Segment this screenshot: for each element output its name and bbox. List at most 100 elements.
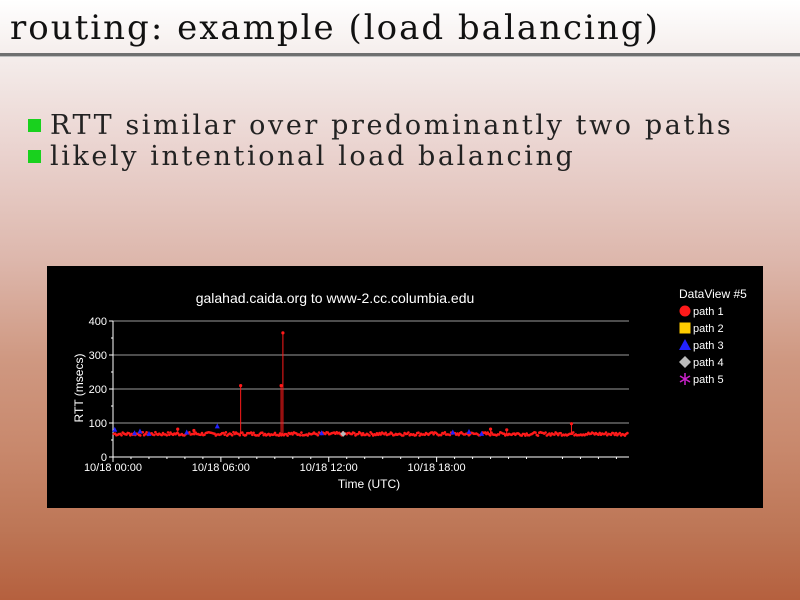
chart-axes: 0 100 200 300 400 10/18 00:00 10/18 06:00 10/18… (84, 316, 629, 474)
path1-point (384, 431, 388, 435)
y-tick-label: 300 (89, 350, 107, 362)
path1-point (238, 433, 242, 437)
legend-label: path 5 (693, 374, 724, 386)
path1-point (432, 433, 435, 436)
path1-point (316, 433, 320, 437)
path1-point (127, 432, 131, 435)
path1-point (497, 433, 501, 436)
legend-diamond-icon (679, 356, 691, 368)
legend-triangle-icon (679, 339, 691, 350)
path1-point (249, 431, 253, 434)
path1-point (598, 431, 601, 435)
bullet-text: likely intentional load balancing (50, 141, 576, 172)
path1-point (549, 434, 552, 437)
bullet-text: RTT similar over predominantly two paths (50, 110, 734, 141)
slide-title: routing: example (load balancing) (10, 8, 660, 48)
path3-point (479, 430, 485, 436)
path1-point (536, 434, 540, 437)
x-tick-label: 10/18 12:00 (300, 462, 358, 474)
legend-label: path 4 (693, 357, 724, 369)
path1-point (251, 433, 254, 437)
chart-title: galahad.caida.org to www-2.cc.columbia.e… (196, 290, 475, 306)
path1-point (443, 431, 447, 434)
path1-point (145, 431, 148, 434)
path1-point (223, 433, 226, 436)
path1-spike-point (279, 384, 283, 388)
path1-point (368, 434, 371, 437)
legend-label: path 1 (693, 306, 724, 318)
path3-point (450, 429, 456, 435)
path1-point (120, 434, 123, 437)
chart-grid (113, 320, 629, 424)
path3-point (184, 429, 190, 435)
bullet-item: likely intentional load balancing (28, 141, 733, 172)
path3-point (214, 423, 220, 429)
path1-spike-point (176, 427, 180, 431)
path3-point (132, 430, 138, 436)
y-tick-label: 200 (89, 384, 107, 396)
path1-point (609, 433, 613, 437)
legend-asterisk-icon (679, 373, 691, 385)
path1-point (597, 433, 600, 436)
path1-point (604, 431, 608, 434)
path1-point (431, 431, 434, 434)
path1-point (152, 433, 156, 437)
chart-data-points (112, 331, 629, 437)
path1-spike-point (505, 428, 509, 432)
path1-point (572, 431, 575, 434)
legend-title: DataView #5 (679, 287, 747, 301)
path1-point (544, 431, 547, 434)
path1-spike-point (192, 428, 196, 433)
path1-point (166, 431, 170, 434)
chart-x-axis-label: Time (UTC) (338, 477, 400, 491)
legend-label: path 3 (693, 340, 724, 352)
path1-point (614, 431, 618, 435)
path1-point (407, 431, 410, 434)
path1-point (165, 434, 169, 437)
chart-legend: DataView #5 path 1 path 2 path 3 path 4 path… (679, 287, 747, 386)
path3-point (112, 426, 118, 432)
path1-spike-point (281, 331, 285, 335)
path1-point (439, 433, 443, 437)
bullet-list: RTT similar over predominantly two paths… (28, 110, 733, 172)
path3-point (137, 428, 143, 434)
path1-point (613, 433, 617, 437)
path1-point (188, 431, 191, 434)
path1-point (414, 433, 418, 437)
path1-point (417, 431, 420, 434)
path1-point (618, 431, 622, 435)
path1-point (168, 433, 171, 437)
path1-point (524, 434, 527, 437)
path1-point (160, 433, 163, 437)
path1-point (244, 433, 248, 437)
path1-point (273, 431, 277, 435)
path1-point (534, 431, 537, 434)
path1-point (286, 434, 289, 437)
path1-point (379, 433, 383, 436)
path1-point (402, 434, 405, 437)
path3-point (319, 430, 325, 436)
path1-spike-point (569, 422, 574, 426)
rtt-chart: galahad.caida.org to www-2.cc.columbia.e… (47, 266, 763, 508)
path3-point (146, 430, 152, 436)
x-tick-label: 10/18 00:00 (84, 462, 142, 474)
bullet-square-icon (28, 119, 41, 132)
bullet-item: RTT similar over predominantly two paths (28, 110, 733, 141)
chart-y-axis-label: RTT (msecs) (72, 354, 86, 423)
legend-square-icon (679, 322, 691, 334)
path1-point (559, 431, 562, 435)
path1-point (306, 434, 310, 437)
path1-point (300, 431, 303, 434)
title-divider (0, 53, 800, 56)
bullet-square-icon (28, 150, 41, 163)
path1-point (291, 433, 294, 436)
path1-point (241, 431, 244, 434)
path1-point (200, 431, 204, 435)
legend-circle-icon (679, 305, 691, 317)
path1-point (224, 431, 228, 434)
path1-point (353, 431, 356, 435)
y-tick-label: 400 (89, 316, 107, 328)
y-tick-label: 100 (89, 418, 107, 430)
path1-point (154, 430, 157, 434)
path1-point (488, 434, 492, 437)
